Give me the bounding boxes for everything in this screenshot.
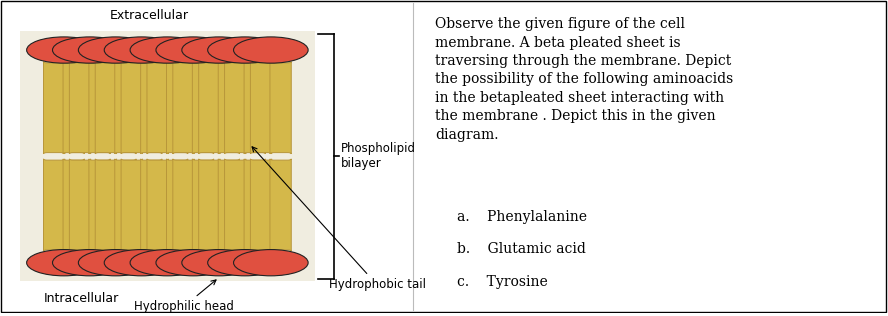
Text: b.    Glutamic acid: b. Glutamic acid — [457, 242, 586, 256]
Circle shape — [234, 37, 308, 63]
FancyBboxPatch shape — [147, 62, 168, 154]
FancyBboxPatch shape — [218, 62, 240, 154]
FancyBboxPatch shape — [69, 159, 91, 251]
Circle shape — [208, 250, 282, 276]
FancyBboxPatch shape — [63, 62, 84, 154]
FancyBboxPatch shape — [199, 62, 220, 154]
FancyBboxPatch shape — [225, 159, 246, 251]
Circle shape — [52, 37, 127, 63]
Circle shape — [52, 250, 127, 276]
FancyBboxPatch shape — [244, 62, 266, 154]
FancyBboxPatch shape — [95, 159, 116, 251]
FancyBboxPatch shape — [270, 159, 291, 251]
FancyBboxPatch shape — [225, 62, 246, 154]
Circle shape — [104, 37, 178, 63]
Text: a.    Phenylalanine: a. Phenylalanine — [457, 210, 587, 223]
FancyBboxPatch shape — [270, 62, 291, 154]
Circle shape — [234, 250, 308, 276]
FancyBboxPatch shape — [140, 159, 162, 251]
Text: Intracellular: Intracellular — [44, 292, 119, 305]
FancyBboxPatch shape — [147, 159, 168, 251]
FancyBboxPatch shape — [218, 159, 240, 251]
Circle shape — [156, 250, 231, 276]
FancyBboxPatch shape — [44, 159, 65, 251]
FancyBboxPatch shape — [69, 62, 91, 154]
Circle shape — [156, 37, 231, 63]
FancyBboxPatch shape — [95, 62, 116, 154]
Circle shape — [104, 250, 178, 276]
FancyBboxPatch shape — [89, 62, 110, 154]
Circle shape — [27, 250, 101, 276]
FancyBboxPatch shape — [63, 159, 84, 251]
FancyBboxPatch shape — [193, 159, 214, 251]
FancyBboxPatch shape — [115, 159, 136, 251]
FancyBboxPatch shape — [167, 159, 187, 251]
Circle shape — [131, 37, 204, 63]
FancyBboxPatch shape — [244, 159, 266, 251]
FancyBboxPatch shape — [115, 62, 136, 154]
Text: Phospholipid
bilayer: Phospholipid bilayer — [341, 143, 416, 170]
FancyBboxPatch shape — [173, 62, 194, 154]
Circle shape — [27, 37, 101, 63]
FancyBboxPatch shape — [20, 31, 315, 282]
FancyBboxPatch shape — [89, 159, 110, 251]
Text: Hydrophobic tail: Hydrophobic tail — [252, 147, 425, 291]
FancyBboxPatch shape — [167, 62, 187, 154]
Circle shape — [78, 37, 153, 63]
Circle shape — [78, 250, 153, 276]
Circle shape — [208, 37, 282, 63]
Circle shape — [182, 250, 257, 276]
FancyBboxPatch shape — [140, 62, 162, 154]
FancyBboxPatch shape — [193, 62, 214, 154]
Text: Hydrophilic head: Hydrophilic head — [134, 280, 234, 313]
FancyBboxPatch shape — [250, 159, 272, 251]
FancyBboxPatch shape — [199, 159, 220, 251]
Text: Observe the given figure of the cell
membrane. A beta pleated sheet is
traversin: Observe the given figure of the cell mem… — [435, 17, 733, 142]
FancyBboxPatch shape — [250, 62, 272, 154]
FancyBboxPatch shape — [173, 159, 194, 251]
Text: c.    Tyrosine: c. Tyrosine — [457, 275, 548, 289]
FancyBboxPatch shape — [44, 62, 65, 154]
Text: Extracellular: Extracellular — [110, 9, 189, 22]
Circle shape — [131, 250, 204, 276]
FancyBboxPatch shape — [121, 159, 142, 251]
FancyBboxPatch shape — [121, 62, 142, 154]
Circle shape — [182, 37, 257, 63]
